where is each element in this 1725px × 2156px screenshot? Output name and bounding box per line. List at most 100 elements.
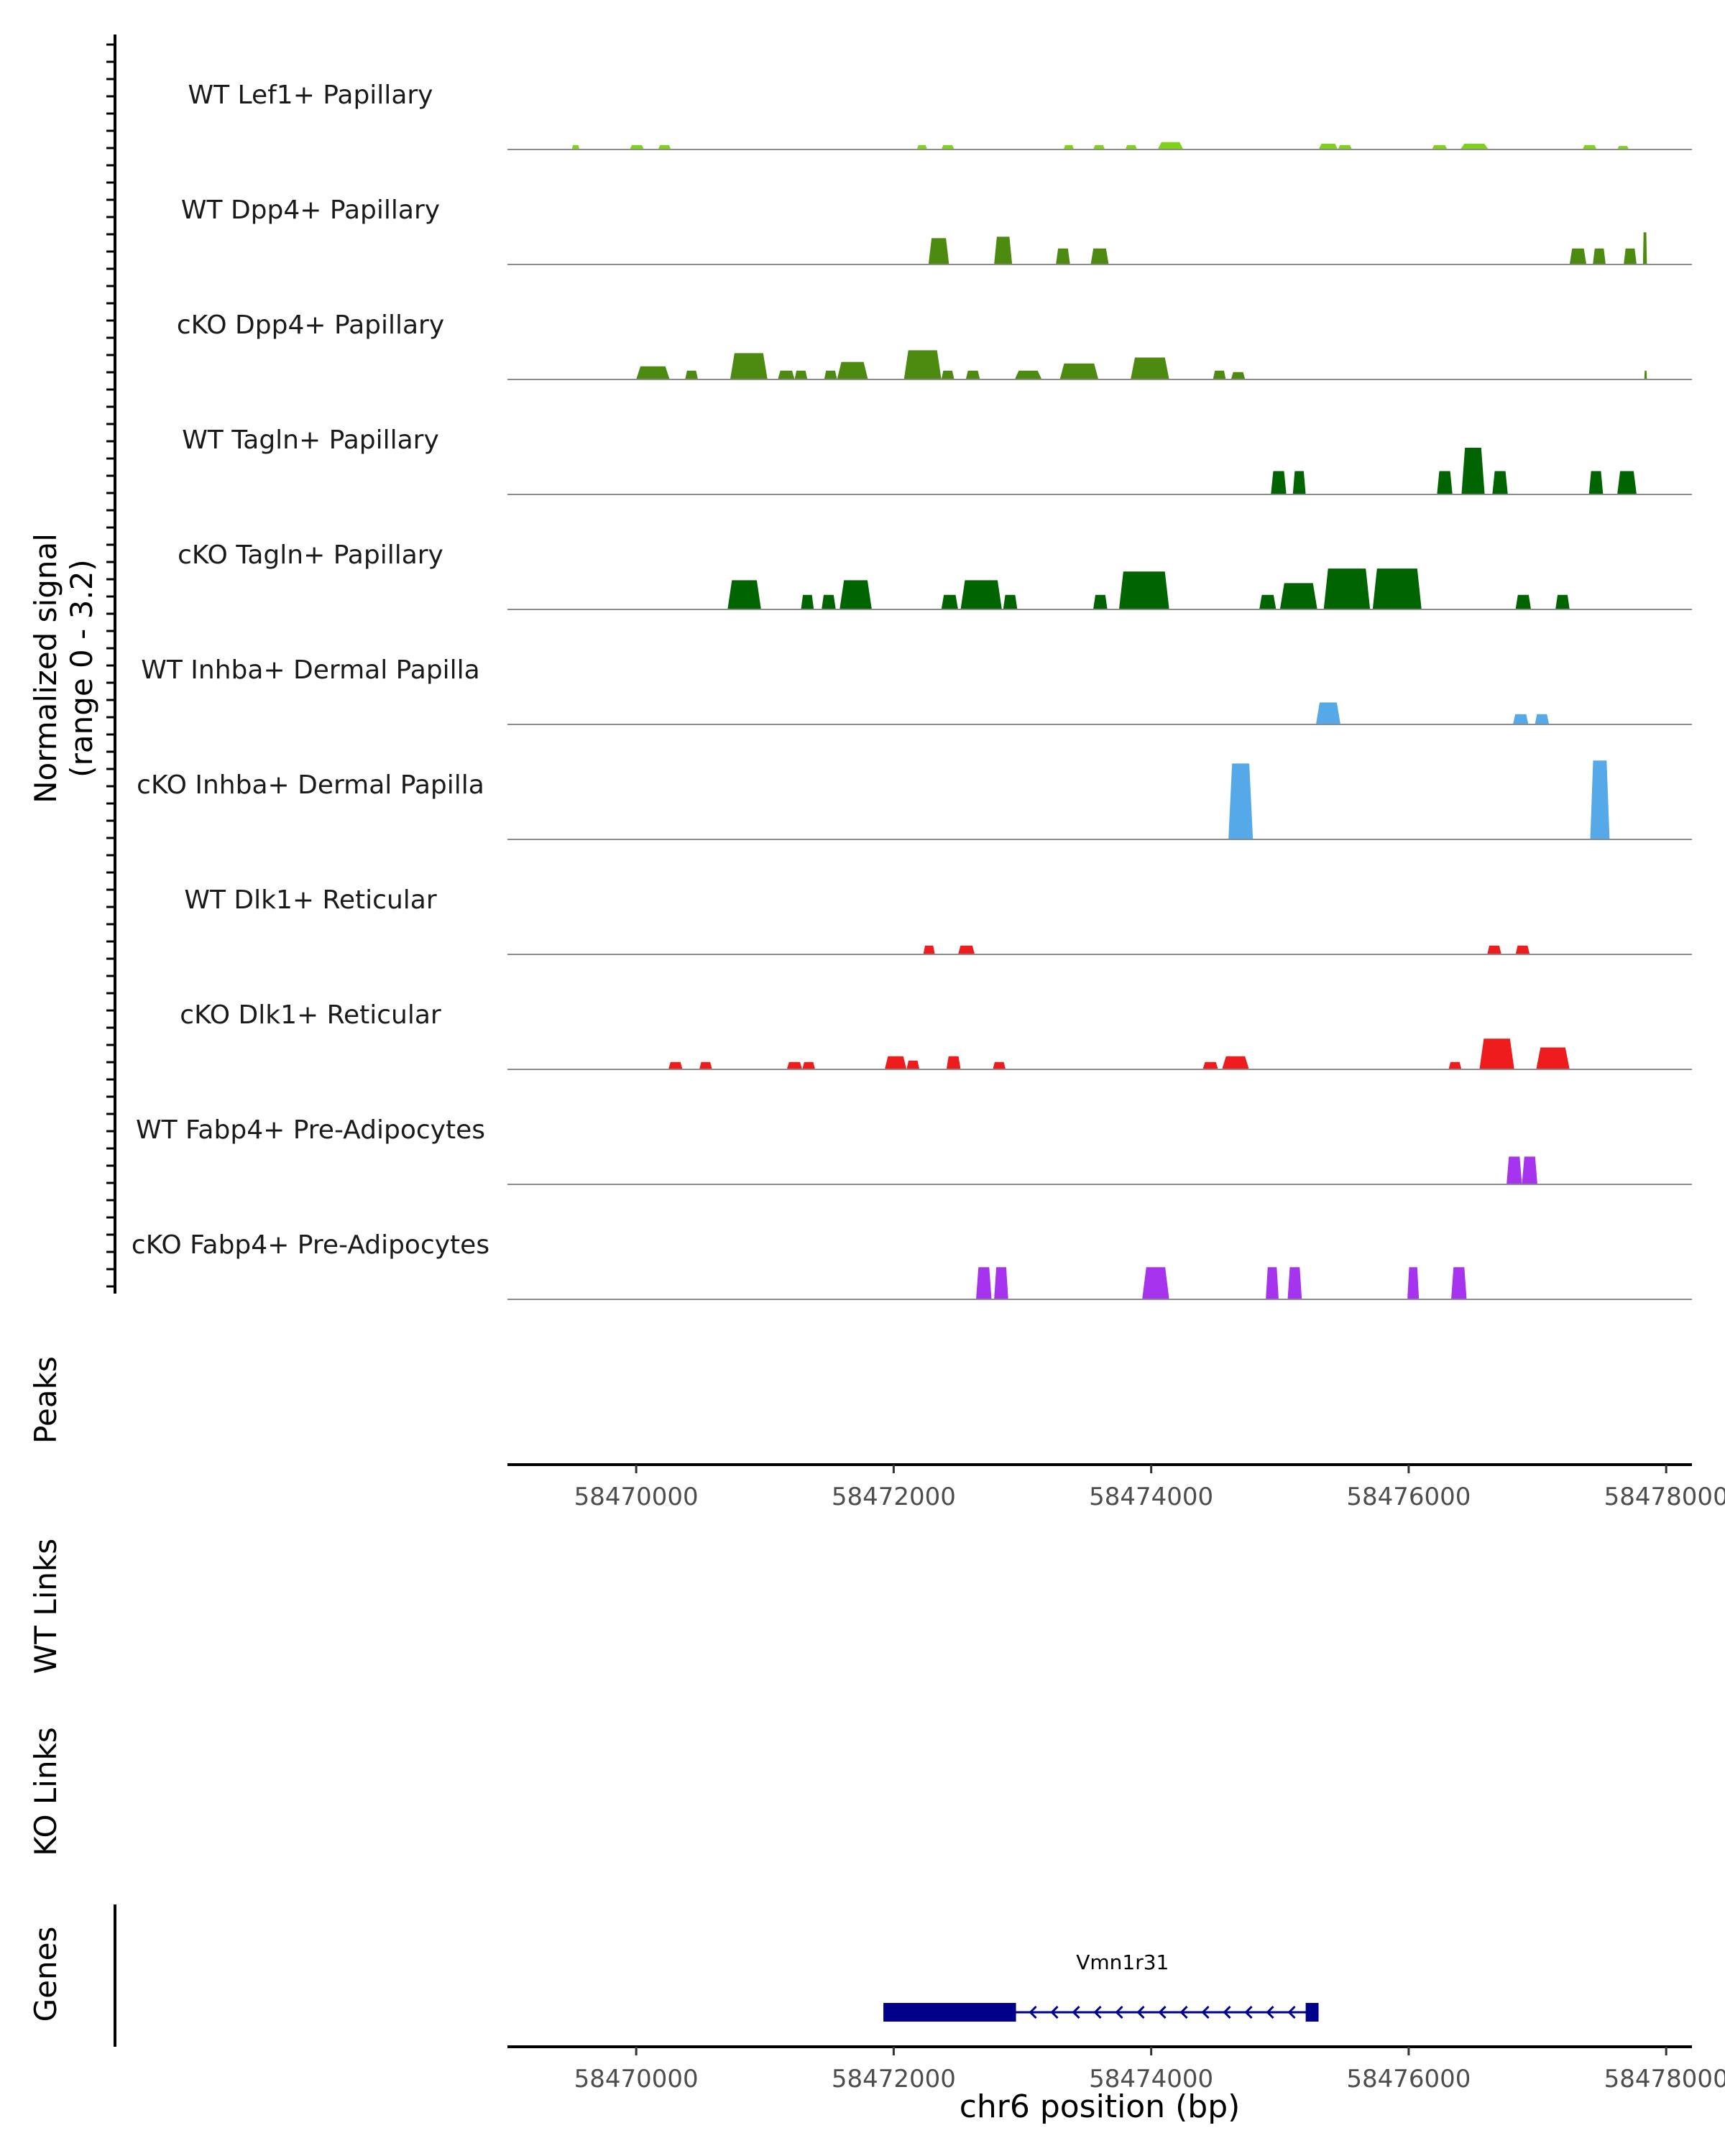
track-10: WT Fabp4+ Pre-Adipocytes — [136, 1115, 1692, 1185]
signal-axis-label: Normalized signal — [28, 533, 63, 803]
signal-peak — [884, 1056, 907, 1069]
signal-peak — [1642, 232, 1647, 264]
x-axis-ticks: 58470000 58472000 58474000 58476000 58478000 — [574, 2047, 1725, 2093]
signal-peak — [1090, 248, 1109, 264]
signal-peak — [1056, 248, 1070, 264]
signal-peak — [1432, 144, 1448, 149]
strand-arrow — [1115, 2005, 1123, 2019]
signal-peak — [840, 580, 872, 609]
strand-arrow — [1266, 2005, 1274, 2019]
signal-peak — [941, 370, 954, 379]
signal-peak — [1590, 760, 1610, 839]
signal-peak — [1292, 471, 1306, 494]
track-label: WT Inhba+ Dermal Papilla — [141, 655, 479, 685]
strand-arrow — [1287, 2005, 1296, 2019]
signal-peak — [630, 144, 644, 149]
signal-peak — [1522, 1156, 1537, 1184]
signal-peak — [1157, 142, 1184, 149]
track-label: WT Fabp4+ Pre-Adipocytes — [136, 1115, 485, 1145]
track-9: cKO Dlk1+ Reticular — [180, 1000, 1692, 1070]
signal-peak — [1460, 143, 1489, 149]
signal-peak — [1536, 1047, 1570, 1069]
track-label: WT Dlk1+ Reticular — [184, 885, 436, 915]
strand-arrow — [1201, 2005, 1210, 2019]
peaks-x-axis-ticks: 58470000 58472000 58474000 58476000 58478000 — [574, 1465, 1725, 1511]
signal-peak — [1407, 1267, 1420, 1299]
signal-peak — [1513, 714, 1529, 724]
x-tick-label: 58470000 — [574, 1483, 699, 1511]
signal-peak — [786, 1061, 803, 1069]
signal-peak — [1142, 1267, 1169, 1299]
strand-arrow — [1223, 2005, 1231, 2019]
x-axis-label: chr6 position (bp) — [960, 2088, 1241, 2125]
signal-peak — [822, 594, 836, 609]
signal-peak — [699, 1061, 712, 1069]
track-7: cKO Inhba+ Dermal Papilla — [137, 760, 1692, 840]
signal-axis-range-label: (range 0 - 3.2) — [64, 559, 99, 778]
signal-peak — [730, 353, 768, 379]
track-label: cKO Inhba+ Dermal Papilla — [137, 770, 484, 800]
signal-peak — [794, 370, 808, 379]
signal-peak — [1279, 583, 1317, 609]
signal-peak — [923, 945, 935, 954]
track-label: cKO Dlk1+ Reticular — [180, 1000, 441, 1030]
signal-peak — [824, 370, 837, 379]
signal-peak — [1266, 1267, 1279, 1299]
strand-arrow — [1179, 2005, 1188, 2019]
signal-peak — [965, 370, 980, 379]
peaks-track-label: Peaks — [28, 1356, 63, 1444]
signal-peak — [1213, 370, 1226, 379]
signal-peak — [1230, 372, 1246, 379]
signal-peak — [1259, 594, 1276, 609]
signal-peak — [1617, 146, 1629, 149]
signal-peak — [1624, 248, 1637, 264]
x-tick-label: 58472000 — [832, 1483, 956, 1511]
signal-peak — [916, 144, 927, 149]
signal-peak — [994, 236, 1013, 264]
signal-peak — [1515, 594, 1532, 609]
signal-peak — [976, 1267, 992, 1299]
x-tick-label: 58478000 — [1604, 1483, 1725, 1511]
signal-peak — [685, 370, 699, 379]
signal-peak — [1014, 370, 1042, 379]
signal-peak — [1588, 471, 1604, 494]
signal-peak — [1125, 144, 1137, 149]
signal-peak — [1315, 702, 1340, 724]
signal-tracks: WT Lef1+ Papillary WT Dpp4+ Papillary cKO … — [132, 80, 1692, 1300]
track-3: cKO Dpp4+ Papillary — [177, 310, 1692, 380]
x-tick-label: 58476000 — [1346, 2065, 1471, 2093]
signal-peak — [994, 1267, 1008, 1299]
signal-peak — [1535, 714, 1550, 724]
signal-peak — [1515, 945, 1530, 954]
signal-peak — [571, 144, 580, 149]
signal-peak — [1222, 1056, 1249, 1069]
track-4: WT Tagln+ Papillary — [182, 425, 1692, 495]
signal-peak — [1492, 471, 1508, 494]
x-tick-label: 58472000 — [832, 2065, 956, 2093]
strand-arrow — [1029, 2005, 1037, 2019]
signal-peak — [946, 1056, 961, 1069]
signal-peak — [1131, 357, 1169, 379]
signal-peak — [1118, 571, 1169, 609]
x-tick-label: 58478000 — [1604, 2065, 1725, 2093]
wt-links-track-label: WT Links — [28, 1539, 63, 1674]
strand-arrow — [1158, 2005, 1167, 2019]
signal-peak — [1318, 143, 1338, 149]
x-tick-label: 58474000 — [1089, 1483, 1213, 1511]
signal-peak — [801, 594, 814, 609]
signal-peak — [1487, 945, 1501, 954]
signal-peak — [1202, 1061, 1218, 1069]
signal-peak — [1479, 1038, 1514, 1069]
signal-peak — [960, 580, 1002, 609]
x-tick-label: 58474000 — [1089, 2065, 1213, 2093]
signal-peak — [1448, 1061, 1462, 1069]
ko-links-track-label: KO Links — [28, 1727, 63, 1856]
signal-peak — [1451, 1267, 1467, 1299]
signal-peak — [903, 350, 942, 379]
signal-peak — [1287, 1267, 1302, 1299]
signal-peak — [1093, 144, 1105, 149]
signal-peak — [958, 945, 975, 954]
strand-arrow — [1050, 2005, 1059, 2019]
